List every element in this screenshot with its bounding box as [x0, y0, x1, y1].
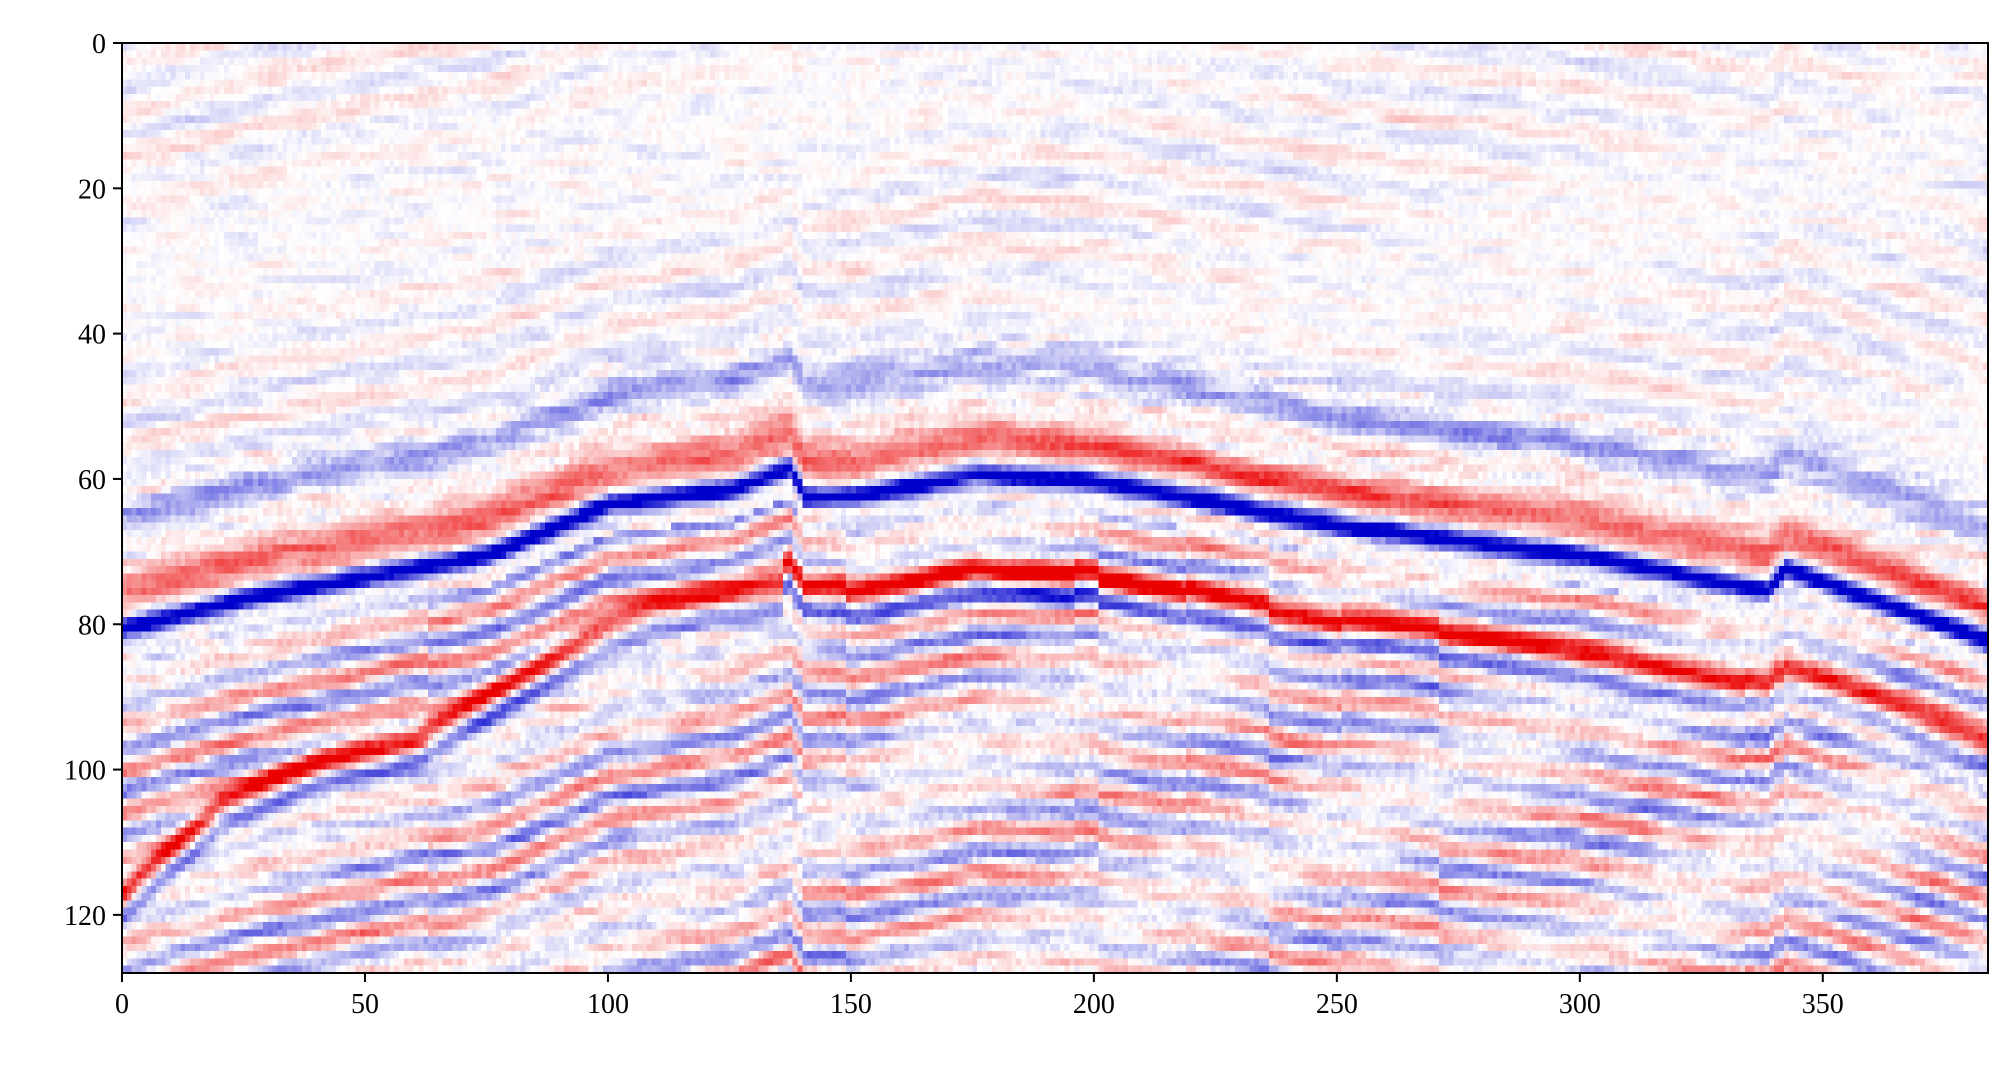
plot-frame	[121, 42, 1989, 974]
x-tick-label: 0	[115, 989, 129, 1020]
y-axis: 0 20 40 60 80 100 120	[64, 29, 122, 932]
y-tick-label: 60	[78, 465, 106, 496]
seismic-heatmap	[122, 43, 1988, 973]
x-tick-label: 350	[1802, 989, 1844, 1020]
y-tick-label: 120	[64, 901, 106, 932]
y-tick-label: 20	[78, 174, 106, 205]
x-tick-label: 150	[830, 989, 872, 1020]
y-tick-label: 0	[92, 29, 106, 60]
x-tick-label: 200	[1073, 989, 1115, 1020]
y-tick-label: 100	[64, 756, 106, 787]
y-tick-label: 40	[78, 320, 106, 351]
x-tick-label: 300	[1559, 989, 1601, 1020]
x-axis: 0 50 100 150 200 250 300 350	[115, 973, 1844, 1020]
x-tick-label: 50	[351, 989, 379, 1020]
y-tick-label: 80	[78, 610, 106, 641]
x-tick-label: 100	[587, 989, 629, 1020]
x-tick-label: 250	[1316, 989, 1358, 1020]
